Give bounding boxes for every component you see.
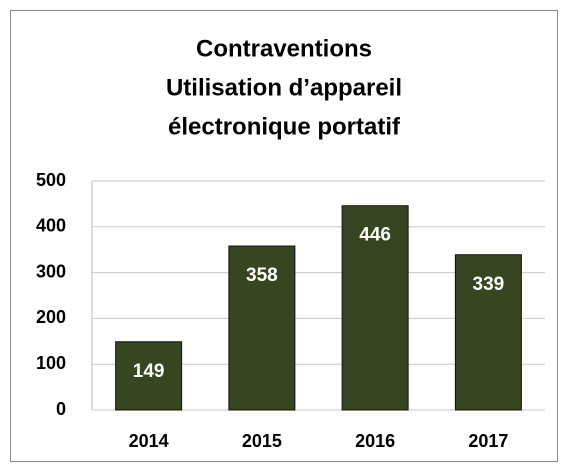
x-tick-label: 2014 [129, 431, 169, 451]
bar [341, 205, 409, 411]
x-tick-label: 2015 [242, 431, 282, 451]
chart-title: électronique portatif [168, 113, 401, 140]
y-tick-label: 100 [36, 353, 66, 373]
data-label: 339 [473, 274, 505, 295]
y-tick-label: 200 [36, 307, 66, 327]
data-label: 358 [246, 265, 278, 286]
y-tick-label: 400 [36, 216, 66, 236]
y-tick-label: 500 [36, 170, 66, 190]
x-tick-label: 2016 [355, 431, 395, 451]
data-label: 149 [133, 361, 165, 382]
x-tick-label: 2017 [468, 431, 508, 451]
bar [454, 254, 522, 411]
data-label: 446 [359, 225, 391, 246]
bar [228, 245, 296, 411]
bar [115, 341, 183, 411]
y-tick-label: 0 [56, 399, 66, 419]
chart-title: Contraventions [196, 35, 372, 62]
chart-title: Utilisation d’appareil [166, 74, 402, 101]
y-tick-label: 300 [36, 261, 66, 281]
